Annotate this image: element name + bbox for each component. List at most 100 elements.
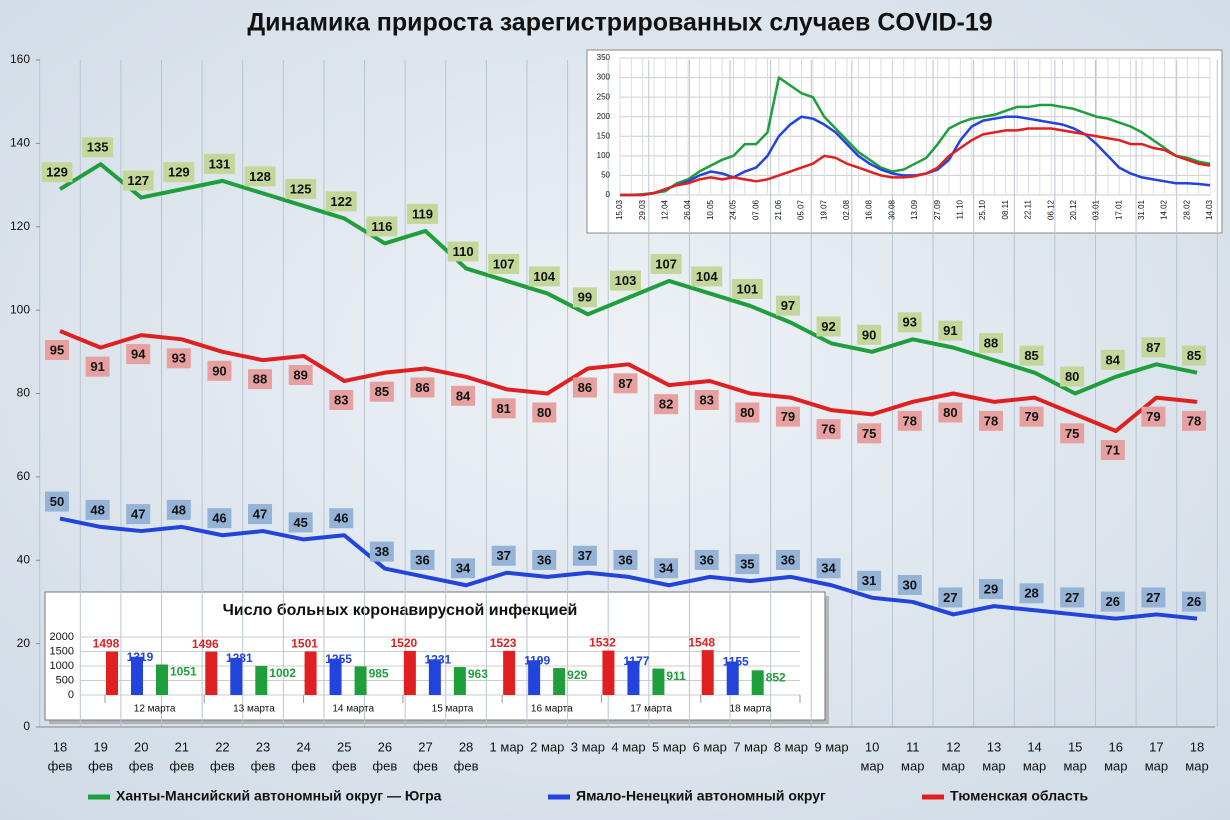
data-label: 93 [903, 315, 917, 330]
line-series [620, 127, 1211, 197]
x-tick-label: 13.09 [910, 199, 919, 220]
label-box [1060, 587, 1085, 608]
data-label: 75 [1065, 426, 1079, 441]
y-tick-label: 150 [597, 131, 611, 140]
label-box [572, 287, 597, 308]
data-label: 91 [90, 359, 104, 374]
x-tick-label: фев [169, 758, 194, 773]
data-label: 28 [1024, 586, 1038, 601]
x-tick-label: фев [291, 758, 316, 773]
data-label: 116 [371, 219, 392, 234]
data-label: 46 [334, 511, 348, 526]
label-box [447, 241, 479, 262]
data-label: 1548 [688, 635, 715, 649]
data-label: 85 [375, 384, 389, 399]
label-box [528, 266, 560, 287]
x-tick-label: мар [1145, 758, 1168, 773]
label-box [85, 499, 110, 520]
label-box [451, 385, 476, 406]
data-label: 78 [984, 413, 998, 428]
data-label: 1523 [490, 636, 517, 650]
x-tick-label: 14 [1027, 739, 1041, 754]
data-label: 1255 [325, 652, 352, 666]
inset-title: Число больных коронавирусной инфекцией [223, 602, 578, 619]
x-tick-label: мар [1063, 758, 1086, 773]
label-box [1019, 345, 1044, 366]
label-box [735, 402, 760, 423]
bar [329, 658, 342, 695]
x-tick-label: 21.06 [774, 199, 783, 220]
x-tick-label: фев [332, 758, 357, 773]
data-label: 125 [290, 181, 312, 196]
y-tick-label: 160 [10, 52, 30, 66]
label-box [488, 253, 520, 274]
data-label: 90 [862, 327, 876, 342]
y-tick-label: 250 [597, 92, 611, 101]
x-tick-label: 28.02 [1182, 199, 1191, 220]
y-tick-label: 20 [17, 636, 31, 650]
label-box [82, 137, 114, 158]
x-tick-label: 05.07 [797, 199, 806, 220]
x-tick-label: 16 марта [531, 704, 573, 715]
data-label: 37 [496, 548, 510, 563]
data-label: 104 [533, 269, 555, 284]
data-label: 1231 [425, 652, 452, 666]
x-tick-label: фев [88, 758, 113, 773]
data-label: 29 [984, 582, 998, 597]
data-label: 107 [493, 256, 515, 271]
x-tick-label: 14.03 [1205, 199, 1214, 220]
data-label: 1281 [226, 651, 253, 665]
label-box [207, 508, 232, 529]
label-box [816, 558, 841, 579]
data-label: 83 [699, 392, 713, 407]
bar [255, 665, 268, 695]
label-box [451, 558, 476, 579]
label-box [248, 504, 273, 525]
data-label: 79 [1146, 409, 1160, 424]
x-tick-label: 22.11 [1024, 199, 1033, 219]
x-tick-label: фев [251, 758, 276, 773]
bar [156, 664, 168, 695]
label-box [938, 587, 963, 608]
bar [230, 657, 243, 695]
x-tick-label: 18 [1190, 739, 1204, 754]
data-label: 122 [330, 194, 352, 209]
data-label: 36 [781, 552, 795, 567]
x-tick-label: фев [413, 758, 438, 773]
bar [503, 650, 516, 695]
x-tick-label: 5 мар [652, 739, 686, 754]
label-box [45, 491, 69, 512]
bar [701, 650, 714, 695]
data-label: 127 [127, 173, 149, 188]
data-label: 27 [1146, 590, 1160, 605]
data-label: 963 [468, 667, 488, 681]
data-label: 34 [821, 561, 836, 576]
data-label: 75 [862, 426, 876, 441]
x-tick-label: 12.04 [660, 199, 669, 220]
y-tick-label: 0 [68, 689, 74, 701]
label-box [288, 364, 313, 385]
x-tick-label: 11 [906, 739, 920, 754]
label-box [938, 402, 963, 423]
data-label: 128 [249, 169, 271, 184]
label-box [1141, 337, 1166, 358]
data-label: 88 [984, 336, 998, 351]
label-box [1182, 345, 1206, 366]
label-box [532, 402, 557, 423]
data-label: 129 [46, 165, 68, 180]
x-tick-label: 9 мар [814, 739, 848, 754]
y-tick-label: 80 [17, 386, 31, 400]
bar [453, 667, 466, 695]
data-label: 37 [578, 548, 592, 563]
y-tick-label: 60 [17, 469, 31, 483]
data-label: 35 [740, 557, 754, 572]
label-box [406, 203, 438, 224]
y-tick-label: 120 [10, 219, 30, 233]
x-tick-label: мар [1185, 758, 1208, 773]
x-tick-label: 14.02 [1160, 199, 1169, 220]
legend-label: Тюменская область [950, 788, 1089, 804]
label-box [978, 333, 1003, 354]
label-box [45, 339, 69, 360]
label-box [369, 381, 394, 402]
y-tick-label: 100 [597, 151, 611, 160]
